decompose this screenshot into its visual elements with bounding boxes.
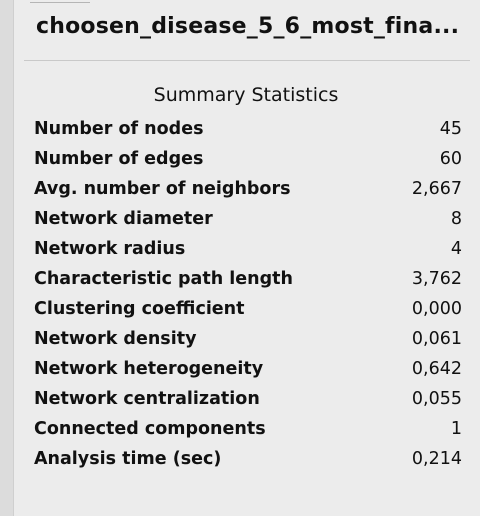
stat-value: 0,642 bbox=[412, 359, 462, 379]
stat-row-network-heterogeneity: Network heterogeneity 0,642 bbox=[34, 354, 462, 384]
stat-row-connected-components: Connected components 1 bbox=[34, 414, 462, 444]
stat-row-network-centralization: Network centralization 0,055 bbox=[34, 384, 462, 414]
stat-label: Number of edges bbox=[34, 149, 203, 169]
stat-value: 45 bbox=[440, 119, 462, 139]
stat-row-avg-neighbors: Avg. number of neighbors 2,667 bbox=[34, 174, 462, 204]
stat-row-network-density: Network density 0,061 bbox=[34, 324, 462, 354]
stat-row-network-radius: Network radius 4 bbox=[34, 234, 462, 264]
stat-label: Characteristic path length bbox=[34, 269, 293, 289]
stat-label: Connected components bbox=[34, 419, 266, 439]
stat-value: 2,667 bbox=[412, 179, 462, 199]
stat-label: Network heterogeneity bbox=[34, 359, 263, 379]
stat-value: 4 bbox=[451, 239, 462, 259]
stat-label: Clustering coefficient bbox=[34, 299, 245, 319]
stat-label: Number of nodes bbox=[34, 119, 203, 139]
top-edge-fragment bbox=[30, 0, 90, 3]
stat-value: 0,061 bbox=[412, 329, 462, 349]
stat-row-number-of-nodes: Number of nodes 45 bbox=[34, 114, 462, 144]
title-divider bbox=[24, 60, 470, 61]
stat-row-clustering-coefficient: Clustering coefficient 0,000 bbox=[34, 294, 462, 324]
stat-value: 0,000 bbox=[412, 299, 462, 319]
stat-row-number-of-edges: Number of edges 60 bbox=[34, 144, 462, 174]
stat-label: Network centralization bbox=[34, 389, 260, 409]
summary-statistics-table: Number of nodes 45 Number of edges 60 Av… bbox=[34, 114, 462, 474]
stat-value: 0,214 bbox=[412, 449, 462, 469]
stat-value: 8 bbox=[451, 209, 462, 229]
stat-label: Analysis time (sec) bbox=[34, 449, 221, 469]
stat-label: Network radius bbox=[34, 239, 185, 259]
stat-label: Network density bbox=[34, 329, 196, 349]
panel-left-border bbox=[0, 0, 14, 516]
stat-row-characteristic-path-length: Characteristic path length 3,762 bbox=[34, 264, 462, 294]
stat-row-network-diameter: Network diameter 8 bbox=[34, 204, 462, 234]
stat-value: 0,055 bbox=[412, 389, 462, 409]
summary-statistics-heading: Summary Statistics bbox=[0, 84, 480, 106]
stat-value: 3,762 bbox=[412, 269, 462, 289]
stat-label: Network diameter bbox=[34, 209, 213, 229]
stat-row-analysis-time: Analysis time (sec) 0,214 bbox=[34, 444, 462, 474]
network-title: choosen_disease_5_6_most_fina... bbox=[36, 14, 466, 39]
stat-value: 60 bbox=[440, 149, 462, 169]
stat-value: 1 bbox=[451, 419, 462, 439]
stat-label: Avg. number of neighbors bbox=[34, 179, 291, 199]
